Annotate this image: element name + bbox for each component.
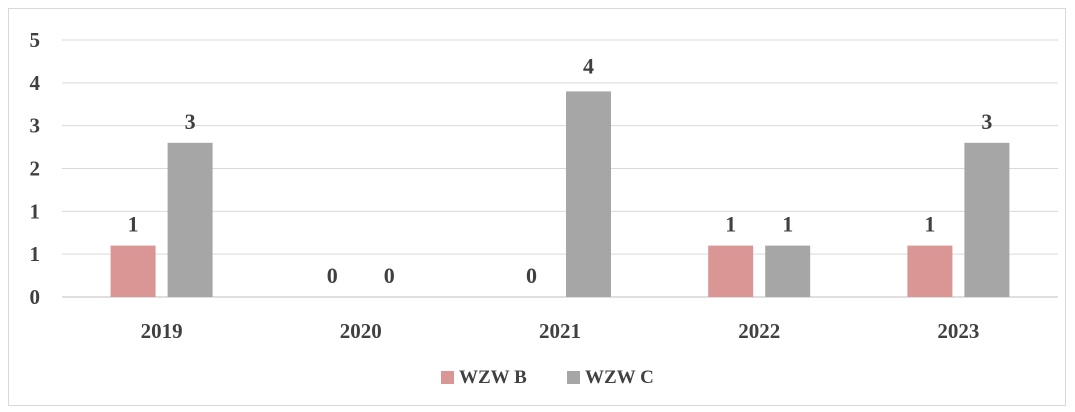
y-tick-label: 5 [30, 28, 41, 52]
x-tick-label: 2020 [340, 319, 382, 343]
legend-label-wzw-c: WZW C [585, 367, 654, 388]
x-tick-label: 2021 [539, 319, 581, 343]
x-tick-label: 2023 [937, 319, 979, 343]
bar-wzw-c-2021 [566, 91, 611, 298]
bar-wzw-c-2019 [167, 142, 213, 297]
legend-label-wzw-b: WZW B [459, 367, 527, 388]
y-tick-label: 3 [30, 114, 41, 138]
bar-wzw-c-2023 [964, 142, 1010, 297]
bar-wzw-b-2023 [907, 245, 953, 297]
data-label: 0 [327, 263, 338, 288]
y-tick-label: 1 [30, 199, 41, 223]
bar-wzw-c-2022 [765, 245, 811, 297]
legend-swatch-wzw-c [567, 371, 580, 384]
bar-wzw-b-2022 [708, 245, 754, 297]
data-label: 1 [782, 212, 793, 237]
data-label: 1 [924, 212, 935, 237]
y-tick-label: 0 [30, 285, 41, 309]
x-tick-label: 2022 [738, 319, 780, 343]
legend-swatch-wzw-b [441, 371, 454, 384]
bar-wzw-b-2019 [110, 245, 156, 297]
x-tick-label: 2019 [141, 319, 183, 343]
data-label: 3 [981, 109, 992, 134]
data-label: 0 [384, 263, 395, 288]
y-tick-label: 2 [30, 157, 41, 181]
data-label: 3 [185, 109, 196, 134]
data-label: 4 [583, 53, 594, 78]
data-label: 0 [526, 263, 537, 288]
y-tick-label: 4 [30, 71, 41, 95]
data-label: 1 [128, 212, 139, 237]
data-label: 1 [725, 212, 736, 237]
y-tick-label: 1 [30, 242, 41, 266]
